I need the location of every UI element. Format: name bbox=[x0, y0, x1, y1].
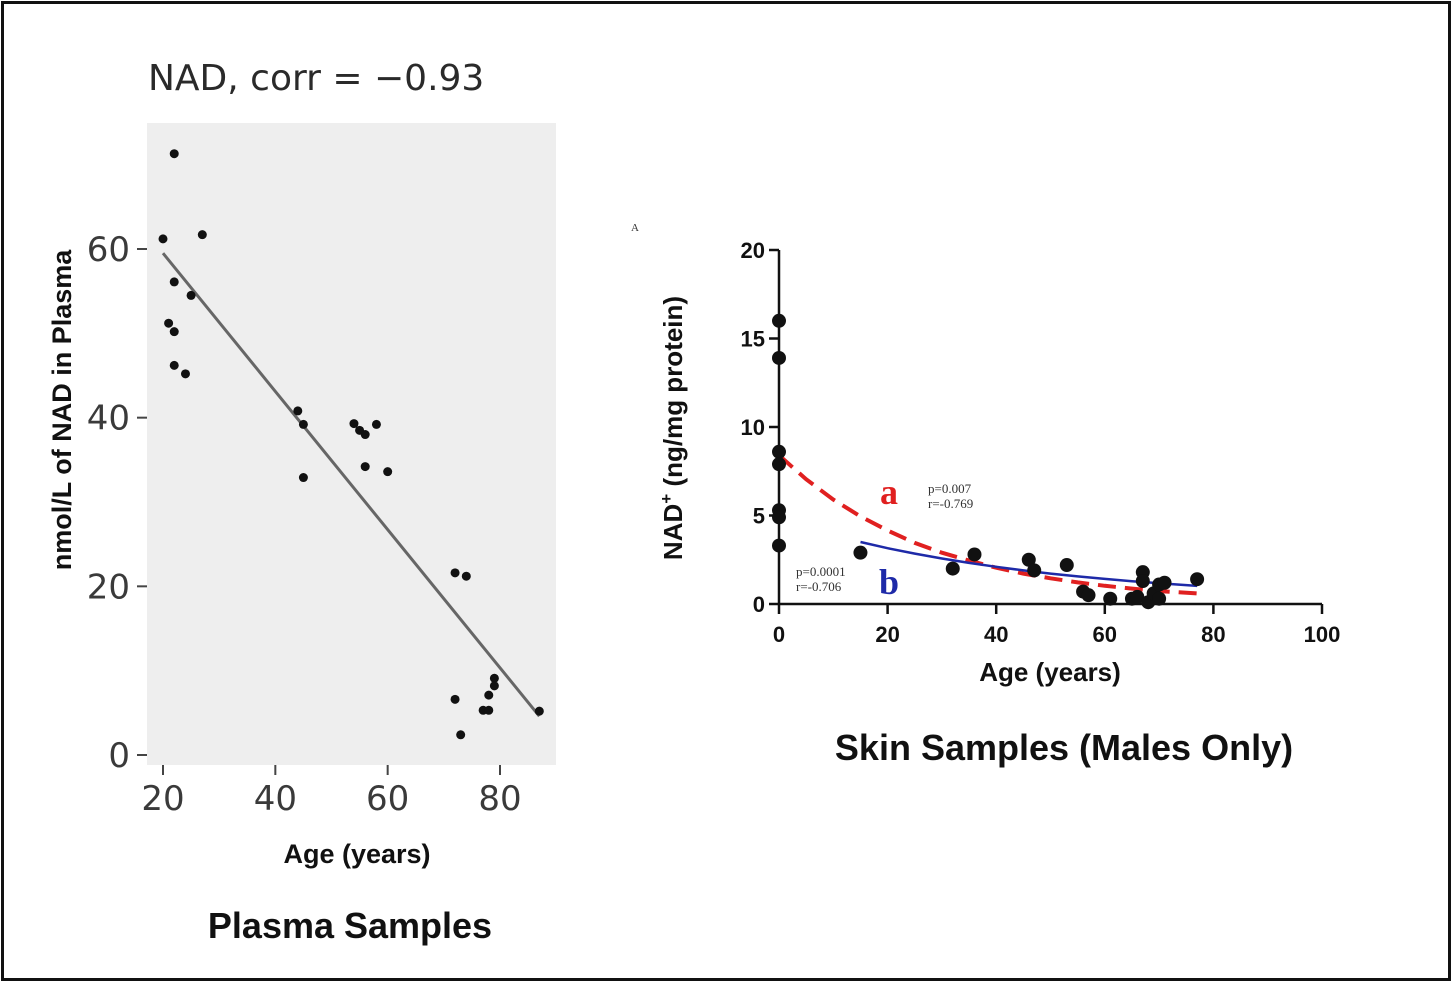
skin-curve-stat-b: p=0.0001 bbox=[796, 564, 846, 579]
skin-caption: Skin Samples (Males Only) bbox=[835, 727, 1293, 768]
skin-data-point bbox=[772, 313, 786, 328]
skin-data-points bbox=[772, 313, 1205, 610]
plasma-plot-background bbox=[147, 123, 556, 765]
plasma-data-point bbox=[383, 467, 393, 477]
plasma-data-point bbox=[360, 462, 370, 472]
plasma-data-point bbox=[349, 419, 359, 429]
skin-fit-curve-b bbox=[860, 540, 1198, 588]
plasma-data-point bbox=[360, 430, 370, 440]
plasma-y-tick-label: 0 bbox=[108, 736, 130, 776]
skin-data-point bbox=[772, 444, 786, 459]
skin-x-ticks: 0 20 40 60 80 100 bbox=[773, 604, 1340, 647]
skin-data-point bbox=[1130, 589, 1145, 604]
plasma-data-point bbox=[158, 234, 168, 244]
skin-x-axis-label: Age (years) bbox=[979, 657, 1121, 687]
skin-y-axis-label-main: NAD bbox=[658, 504, 688, 560]
skin-data-point bbox=[1103, 591, 1118, 606]
skin-x-tick-label: 20 bbox=[875, 622, 899, 647]
plasma-y-ticks: 0 20 40 60 bbox=[87, 230, 147, 776]
plasma-data-point bbox=[484, 690, 494, 700]
plasma-data-point bbox=[186, 290, 196, 300]
skin-data-point bbox=[1081, 588, 1096, 603]
plasma-data-point bbox=[450, 694, 460, 704]
skin-data-point bbox=[772, 538, 786, 553]
plasma-data-point bbox=[169, 327, 179, 337]
plasma-y-tick-label: 40 bbox=[87, 399, 130, 439]
plasma-data-point bbox=[169, 360, 179, 370]
skin-data-point bbox=[1152, 591, 1167, 606]
plasma-data-point bbox=[489, 681, 499, 691]
plasma-data-point bbox=[197, 230, 207, 240]
skin-curve-stat-b: r=-0.706 bbox=[796, 579, 842, 594]
plasma-x-axis-label: Age (years) bbox=[283, 839, 430, 869]
plasma-data-point bbox=[169, 149, 179, 159]
skin-y-tick-label: 20 bbox=[741, 238, 765, 263]
skin-data-point bbox=[772, 510, 786, 525]
plasma-data-points bbox=[158, 149, 544, 740]
skin-y-tick-label: 5 bbox=[753, 504, 765, 529]
skin-x-tick-label: 100 bbox=[1304, 622, 1341, 647]
skin-x-tick-label: 40 bbox=[984, 622, 1008, 647]
skin-data-point bbox=[1135, 573, 1150, 588]
skin-x-tick-label: 60 bbox=[1093, 622, 1117, 647]
skin-curve-label-b: b bbox=[879, 562, 899, 602]
plasma-data-point bbox=[450, 568, 460, 578]
skin-data-point bbox=[772, 457, 786, 472]
skin-data-point bbox=[853, 545, 868, 560]
plasma-data-point bbox=[180, 369, 190, 379]
skin-data-point bbox=[967, 547, 982, 562]
plasma-y-tick-label: 60 bbox=[87, 230, 130, 270]
skin-data-point bbox=[1190, 572, 1205, 587]
plasma-data-point bbox=[298, 419, 308, 429]
skin-y-tick-label: 0 bbox=[753, 592, 765, 617]
plasma-y-axis-label: nmol/L of NAD in Plasma bbox=[47, 249, 77, 571]
plasma-data-point bbox=[293, 406, 303, 416]
skin-data-point bbox=[1021, 552, 1036, 567]
plasma-data-point bbox=[484, 705, 494, 715]
plasma-data-point bbox=[371, 419, 381, 429]
plasma-scatter-chart: NAD, corr = −0.93 0 20 40 60 20 40 60 80 nmol/… bbox=[47, 58, 556, 946]
skin-y-axis-label-sup: + bbox=[657, 494, 676, 504]
plasma-caption: Plasma Samples bbox=[208, 905, 492, 946]
skin-panel-label: A bbox=[631, 222, 639, 234]
plasma-y-tick-label: 20 bbox=[87, 567, 130, 607]
plasma-x-tick-label: 60 bbox=[366, 779, 409, 819]
skin-curve-stat-a: r=-0.769 bbox=[928, 496, 973, 511]
skin-curve-stat-a: p=0.007 bbox=[928, 481, 972, 496]
plasma-data-point bbox=[456, 730, 466, 740]
skin-y-tick-label: 15 bbox=[741, 327, 765, 352]
plasma-data-point bbox=[298, 473, 308, 483]
skin-fit-curves bbox=[777, 453, 1198, 596]
plasma-x-tick-label: 40 bbox=[254, 779, 297, 819]
skin-data-point bbox=[1059, 558, 1074, 573]
skin-y-tick-label: 10 bbox=[741, 415, 765, 440]
plasma-x-tick-label: 80 bbox=[478, 779, 521, 819]
skin-x-tick-label: 80 bbox=[1201, 622, 1225, 647]
skin-data-point bbox=[945, 561, 960, 576]
plasma-chart-title: NAD, corr = −0.93 bbox=[148, 58, 484, 99]
skin-data-point bbox=[772, 350, 786, 365]
skin-y-axis-label: NAD+ (ng/mg protein) bbox=[657, 296, 688, 560]
skin-scatter-chart: A 0 5 10 15 20 0 20 40 60 80 100 a p=0.007r=-0.769… bbox=[631, 222, 1340, 768]
skin-y-axis-label-rest: (ng/mg protein) bbox=[658, 296, 688, 494]
plasma-x-ticks: 20 40 60 80 bbox=[141, 765, 522, 819]
skin-curve-label-a: a bbox=[880, 472, 898, 512]
plasma-data-point bbox=[169, 277, 179, 287]
plasma-regression-line bbox=[161, 252, 541, 718]
plasma-data-point bbox=[461, 571, 471, 581]
skin-x-tick-label: 0 bbox=[773, 622, 785, 647]
skin-y-ticks: 0 5 10 15 20 bbox=[741, 238, 779, 617]
skin-data-point bbox=[1157, 575, 1172, 590]
plasma-data-point bbox=[164, 318, 174, 328]
plasma-data-point bbox=[489, 673, 499, 683]
plasma-x-tick-label: 20 bbox=[141, 779, 184, 819]
plasma-data-point bbox=[534, 706, 544, 716]
skin-data-point bbox=[1027, 563, 1042, 578]
